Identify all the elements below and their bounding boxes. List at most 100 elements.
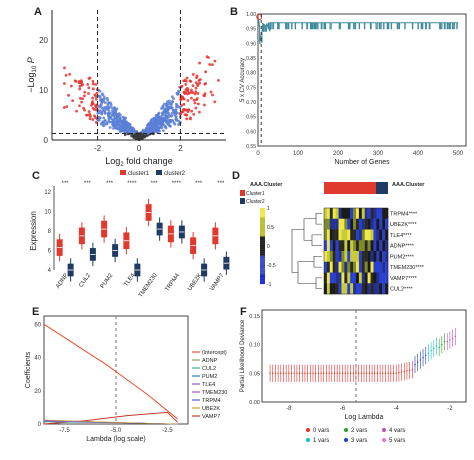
data-point <box>161 113 165 117</box>
data-point <box>118 117 122 121</box>
scale-step <box>260 253 265 256</box>
scale-step <box>260 215 265 218</box>
data-point <box>208 63 212 66</box>
data-point <box>166 100 169 103</box>
deviance-point <box>269 372 271 374</box>
accuracy-line <box>258 19 458 44</box>
heatmap-cell <box>324 261 328 273</box>
heatmap-cell <box>332 218 336 230</box>
data-point <box>99 103 103 107</box>
panel-label: E <box>32 306 40 318</box>
data-point <box>194 86 198 90</box>
data-point <box>121 125 125 128</box>
data-point <box>164 120 168 124</box>
data-point <box>87 92 90 95</box>
data-point <box>123 133 127 137</box>
heatmap-cell <box>338 261 342 273</box>
heatmap-cell <box>347 251 351 262</box>
data-point <box>158 125 162 129</box>
scale-label: 0 <box>267 244 270 250</box>
heatmap-cell <box>324 229 328 241</box>
x-tick-label: -7.5 <box>59 428 70 434</box>
scale-step <box>260 238 265 241</box>
legend-label: ADNP <box>202 358 218 364</box>
heatmap-cell <box>364 251 368 262</box>
data-point <box>98 116 102 120</box>
scale-step <box>260 223 265 226</box>
data-point <box>75 109 78 113</box>
data-point <box>115 123 119 127</box>
dendrogram-branch <box>315 277 322 289</box>
data-point <box>172 121 176 125</box>
data-point <box>198 110 201 114</box>
heatmap-cell <box>367 283 371 295</box>
scale-step <box>260 276 265 279</box>
heatmap-cell <box>376 229 380 241</box>
data-point <box>68 72 72 76</box>
panel-label: A <box>34 6 42 18</box>
data-point <box>159 119 162 123</box>
heatmap-cell <box>385 208 389 219</box>
scale-step <box>260 230 265 233</box>
heatmap-cell <box>335 261 339 273</box>
heatmap-cell <box>379 283 383 295</box>
heatmap-cell <box>379 240 383 252</box>
x-tick-label: TMEM230 <box>138 272 159 299</box>
legend-swatch <box>306 428 310 432</box>
data-point <box>184 91 188 95</box>
heatmap-cell <box>332 283 336 295</box>
y-tick-label: 0.70 <box>246 100 256 106</box>
x-tick-label: VAMP7 <box>209 272 226 292</box>
data-point <box>100 121 104 125</box>
data-point <box>211 63 214 67</box>
deviance-point <box>298 372 301 374</box>
data-point <box>151 124 155 128</box>
data-point <box>74 80 78 83</box>
scale-step <box>260 225 265 228</box>
data-point <box>119 127 123 131</box>
y-tick-label: 20 <box>39 36 48 45</box>
heatmap-cell <box>382 272 386 284</box>
legend-swatch <box>344 428 348 432</box>
heatmap-cell <box>332 251 336 262</box>
data-point <box>111 118 115 122</box>
data-point <box>195 76 199 80</box>
data-point <box>171 100 174 103</box>
data-point <box>165 102 168 106</box>
deviance-point <box>328 372 330 374</box>
heatmap-cell <box>353 272 357 284</box>
deviance-point <box>320 372 322 374</box>
data-point <box>161 123 164 127</box>
heatmap-cell <box>353 229 357 241</box>
heatmap-cell <box>326 229 331 241</box>
panel-d: D AAA.Cluster AAA.Cluster Cluster1 Cluster2… <box>232 166 474 302</box>
heatmap-cell <box>356 208 360 219</box>
legend-label: CUL2 <box>202 366 216 372</box>
deviance-point <box>344 372 346 374</box>
legend-label: 2 vars <box>351 428 367 434</box>
data-point <box>140 133 143 137</box>
heatmap-cell <box>364 218 368 230</box>
scale-step <box>260 251 265 254</box>
plot-area <box>52 10 226 140</box>
heatmap-cell <box>385 240 389 252</box>
heatmap-cell <box>382 283 386 295</box>
deviance-point <box>387 372 389 374</box>
legend-label: VAMP7 <box>202 414 220 420</box>
heatmap-cell <box>379 208 383 219</box>
heatmap-cell <box>358 218 363 230</box>
x-tick-label: ADNP <box>55 273 69 290</box>
heatmap-cell <box>347 261 351 273</box>
data-point <box>78 87 82 91</box>
data-point <box>149 129 153 132</box>
panel-a: A -2 0 2 0 10 20 Log2 fold change −Log10 P <box>0 0 238 168</box>
scale-step <box>260 265 265 267</box>
data-point <box>167 105 170 108</box>
data-point <box>190 109 194 113</box>
dendrogram-branch <box>311 234 322 246</box>
scale-step <box>260 240 265 243</box>
data-point <box>184 113 188 117</box>
legend-swatch <box>382 438 386 442</box>
scale-step <box>260 280 265 283</box>
heatmap-cell <box>367 208 371 219</box>
